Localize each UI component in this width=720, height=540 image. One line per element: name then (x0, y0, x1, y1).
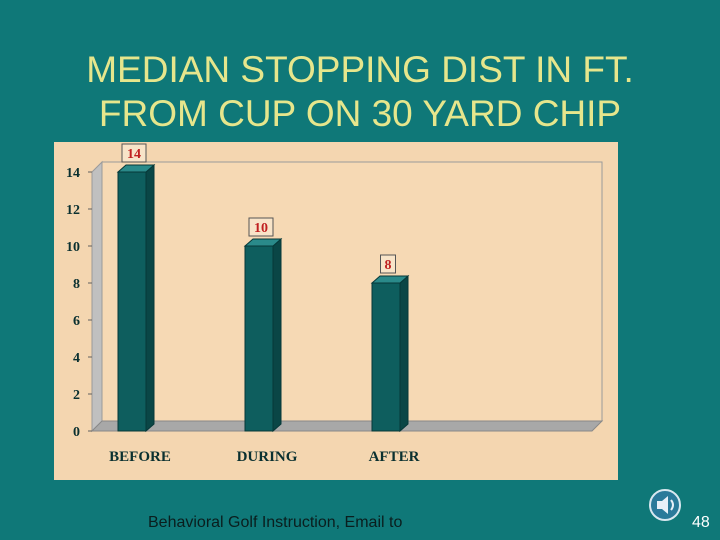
chart-back-wall (101, 161, 603, 422)
bar-during (244, 245, 274, 432)
chart-svg: 0 2 4 6 8 10 12 14 14 BEFORE 10 DURING 8 AFTER (66, 143, 604, 465)
y-tick-label: 4 (73, 351, 80, 366)
value-label-box (248, 217, 274, 237)
title-line-2: FROM CUP ON 30 YARD CHIP (98, 93, 622, 134)
chart-floor (90, 420, 604, 432)
chart-side-wall (91, 160, 103, 433)
value-label: 10 (254, 221, 268, 236)
bar-top-after (370, 275, 410, 284)
bar-before (117, 171, 147, 432)
y-tick-label: 6 (73, 314, 80, 329)
value-label: 14 (127, 147, 141, 162)
x-category-label: DURING (237, 449, 298, 465)
bar-after (371, 282, 401, 432)
bar-side-before (145, 163, 155, 433)
bar-side-after (399, 274, 409, 433)
bar-chart: 0 2 4 6 8 10 12 14 14 BEFORE 10 DURING 8 AFTER (54, 142, 618, 480)
bar-top-before (116, 164, 156, 173)
y-tick-label: 10 (66, 240, 80, 255)
x-category-label: AFTER (369, 449, 420, 465)
y-tick-label: 8 (73, 277, 80, 292)
slide-title: MEDIAN STOPPING DIST IN FT. FROM CUP ON … (0, 48, 720, 136)
page-number: 48 (692, 514, 710, 531)
x-category-label: BEFORE (109, 449, 171, 465)
y-tick-label: 0 (73, 425, 80, 440)
bar-side-during (272, 237, 282, 433)
title-line-1: MEDIAN STOPPING DIST IN FT. (86, 49, 634, 90)
y-tick-label: 12 (66, 203, 80, 218)
footer-text: Behavioral Golf Instruction, Email to (148, 514, 403, 531)
y-tick-label: 14 (66, 166, 80, 181)
y-tick-label: 2 (73, 388, 80, 403)
value-label-box (121, 143, 147, 163)
speaker-icon[interactable] (648, 488, 682, 527)
value-label-box (380, 254, 396, 274)
bar-top-during (243, 238, 283, 247)
value-label: 8 (385, 258, 392, 273)
